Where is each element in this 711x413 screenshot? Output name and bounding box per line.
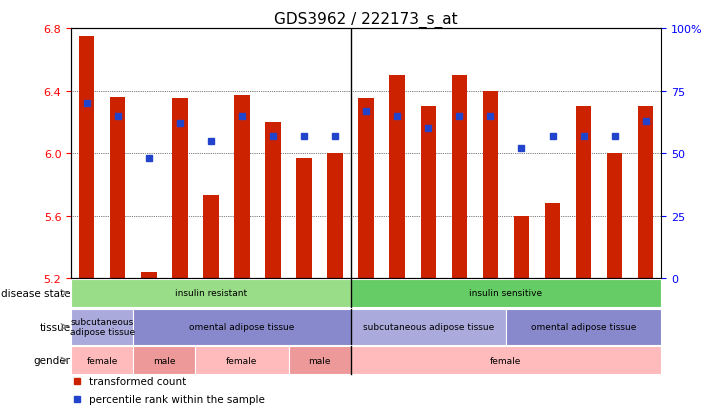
Text: male: male (153, 356, 176, 365)
Bar (234, 96, 250, 278)
Bar (358, 99, 374, 278)
Text: female: female (87, 356, 118, 365)
Bar (327, 154, 343, 278)
Bar (133, 309, 351, 345)
Text: female: female (226, 356, 257, 365)
Text: male: male (309, 356, 331, 365)
Bar (79, 37, 95, 278)
Text: tissue: tissue (39, 322, 70, 332)
Bar (390, 76, 405, 278)
Bar (351, 279, 661, 307)
Bar (71, 279, 351, 307)
Bar (483, 91, 498, 278)
Bar (351, 346, 661, 375)
Bar (420, 107, 436, 278)
Bar (71, 309, 133, 345)
Text: insulin resistant: insulin resistant (175, 289, 247, 298)
Bar (638, 107, 653, 278)
Bar (71, 346, 133, 375)
Bar (203, 196, 219, 278)
Bar (110, 97, 125, 278)
Text: disease state: disease state (1, 288, 70, 298)
Bar (133, 346, 196, 375)
Text: female: female (491, 356, 522, 365)
Bar (289, 346, 351, 375)
Text: gender: gender (33, 355, 70, 365)
Bar (172, 99, 188, 278)
Title: GDS3962 / 222173_s_at: GDS3962 / 222173_s_at (274, 12, 458, 28)
Bar (296, 158, 312, 278)
Text: percentile rank within the sample: percentile rank within the sample (89, 394, 264, 404)
Bar (506, 309, 661, 345)
Bar (351, 309, 506, 345)
Text: insulin sensitive: insulin sensitive (469, 289, 542, 298)
Bar (607, 154, 622, 278)
Bar (545, 204, 560, 278)
Bar (513, 216, 529, 278)
Bar (265, 123, 281, 278)
Text: subcutaneous
adipose tissue: subcutaneous adipose tissue (70, 317, 134, 337)
Bar (196, 346, 289, 375)
Bar (451, 76, 467, 278)
Text: transformed count: transformed count (89, 376, 186, 386)
Bar (576, 107, 592, 278)
Text: omental adipose tissue: omental adipose tissue (531, 322, 636, 331)
Bar (141, 272, 156, 278)
Text: omental adipose tissue: omental adipose tissue (189, 322, 294, 331)
Text: subcutaneous adipose tissue: subcutaneous adipose tissue (363, 322, 494, 331)
